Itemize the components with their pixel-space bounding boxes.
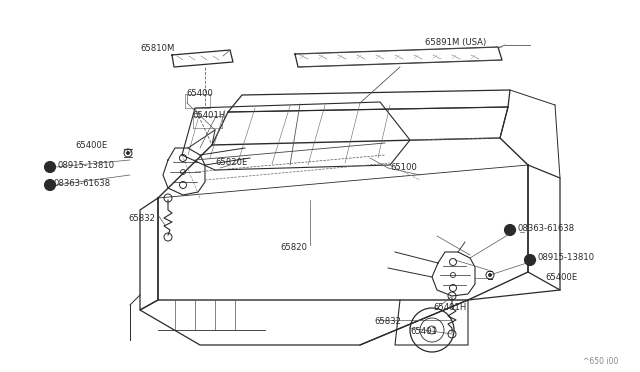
Text: 65400: 65400 bbox=[186, 89, 213, 97]
Text: 65820E: 65820E bbox=[215, 157, 248, 167]
Circle shape bbox=[504, 224, 515, 235]
Text: 08363-61638: 08363-61638 bbox=[517, 224, 574, 232]
Text: 08363-61638: 08363-61638 bbox=[54, 179, 111, 187]
Text: 08915-13810: 08915-13810 bbox=[538, 253, 595, 263]
Text: 65891M (USA): 65891M (USA) bbox=[425, 38, 486, 46]
Text: S: S bbox=[508, 225, 513, 234]
Text: 65820: 65820 bbox=[280, 244, 307, 253]
Text: S: S bbox=[47, 180, 52, 189]
Circle shape bbox=[45, 180, 56, 190]
Text: W: W bbox=[526, 256, 534, 264]
Text: 08915-13810: 08915-13810 bbox=[58, 160, 115, 170]
Text: 65100: 65100 bbox=[390, 163, 417, 171]
Circle shape bbox=[127, 151, 129, 154]
Text: 65400E: 65400E bbox=[75, 141, 108, 150]
Text: 65401: 65401 bbox=[410, 327, 437, 337]
Circle shape bbox=[488, 273, 492, 276]
Text: W: W bbox=[46, 163, 54, 171]
Text: 65810M: 65810M bbox=[140, 44, 174, 52]
Text: 65401H: 65401H bbox=[192, 110, 225, 119]
Text: ^650 i00: ^650 i00 bbox=[582, 357, 618, 366]
Text: 65832: 65832 bbox=[128, 214, 155, 222]
Text: 65401H: 65401H bbox=[433, 304, 467, 312]
Text: 65832: 65832 bbox=[374, 317, 401, 327]
Circle shape bbox=[45, 161, 56, 173]
Circle shape bbox=[525, 254, 536, 266]
Text: 65400E: 65400E bbox=[545, 273, 577, 282]
